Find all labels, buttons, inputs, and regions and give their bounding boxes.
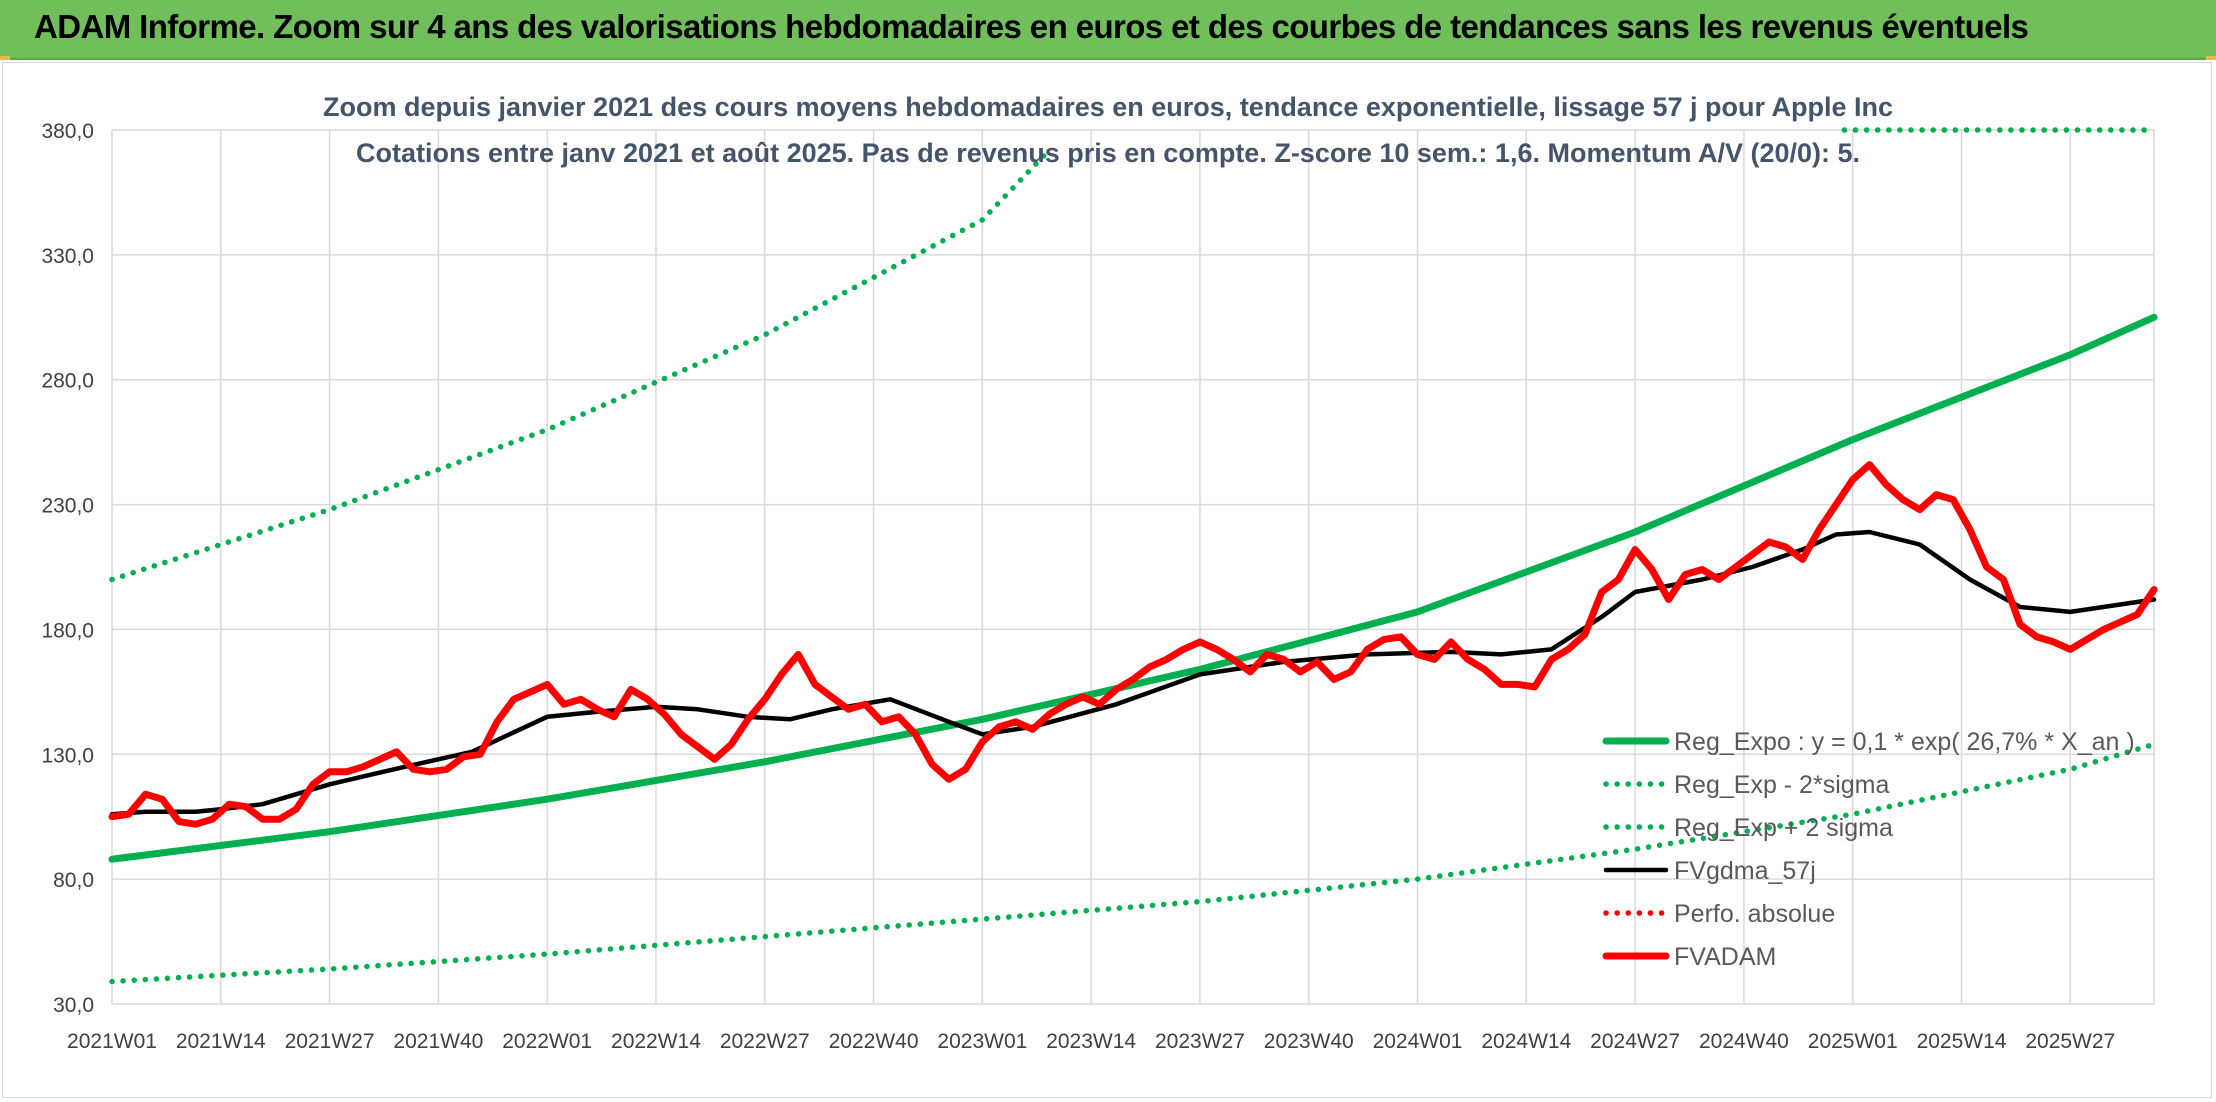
chart-series	[108, 127, 2158, 985]
x-tick-label: 2021W14	[176, 1030, 266, 1053]
y-tick-label: 380,0	[41, 120, 94, 143]
legend-entry-label: Perfo. absolue	[1674, 900, 1835, 928]
y-tick-label: 80,0	[53, 869, 94, 892]
x-tick-label: 2021W40	[393, 1030, 483, 1053]
legend-entry-label: Reg_Expo : y = 0,1 * exp( 26,7% * X_an )	[1674, 728, 2135, 756]
series-line-fvadam	[108, 461, 2158, 828]
x-tick-label: 2022W01	[502, 1030, 592, 1053]
chart-legend: Reg_Expo : y = 0,1 * exp( 26,7% * X_an )…	[1602, 728, 2135, 971]
x-tick-label: 2022W40	[829, 1030, 919, 1053]
x-tick-label: 2023W27	[1155, 1030, 1245, 1053]
x-tick-label: 2022W14	[611, 1030, 701, 1053]
y-tick-label: 130,0	[41, 744, 94, 767]
y-tick-label: 230,0	[41, 495, 94, 518]
y-tick-label: 330,0	[41, 245, 94, 268]
x-tick-label: 2023W01	[937, 1030, 1027, 1053]
chart-gridlines	[111, 129, 2155, 1005]
x-tick-label: 2025W14	[1917, 1030, 2007, 1053]
chart-title: Zoom depuis janvier 2021 des cours moyen…	[323, 92, 1893, 122]
y-axis-labels: 30,0 80,0 130,0 180,0 230,0 280,0 330,0 380,0	[41, 120, 94, 1017]
chart-subtitle: Cotations entre janv 2021 et août 2025. …	[356, 138, 1860, 168]
banner-corner-accent-left	[0, 56, 10, 60]
series-line-fvgdma-57j	[109, 529, 2157, 817]
legend-entry-label: Reg_Exp - 2*sigma	[1674, 771, 1889, 799]
x-tick-label: 2021W01	[67, 1030, 157, 1053]
series-line-reg-exp-2-sigma	[109, 147, 1053, 583]
x-axis-labels: 2021W01 2021W14 2021W27 2021W40 2022W01 2022W…	[67, 1030, 2115, 1053]
legend-entry-label: FVgdma_57j	[1674, 857, 1816, 885]
legend-entry-label: FVADAM	[1674, 943, 1776, 971]
x-tick-label: 2021W27	[285, 1030, 375, 1053]
x-tick-label: 2023W40	[1264, 1030, 1354, 1053]
x-tick-label: 2024W14	[1481, 1030, 1571, 1053]
chart-frame	[2, 62, 2212, 1098]
legend-entry-label: Reg_Exp + 2 sigma	[1674, 814, 1893, 842]
x-tick-label: 2025W01	[1808, 1030, 1898, 1053]
y-tick-label: 280,0	[41, 370, 94, 393]
x-tick-label: 2022W27	[720, 1030, 810, 1053]
y-tick-label: 180,0	[41, 619, 94, 642]
x-tick-label: 2024W01	[1373, 1030, 1463, 1053]
y-tick-label: 30,0	[53, 994, 94, 1017]
report-banner: ADAM Informe. Zoom sur 4 ans des valoris…	[0, 0, 2216, 60]
report-banner-title: ADAM Informe. Zoom sur 4 ans des valoris…	[34, 8, 2029, 45]
x-tick-label: 2023W14	[1046, 1030, 1136, 1053]
x-tick-label: 2024W40	[1699, 1030, 1789, 1053]
x-tick-label: 2025W27	[2025, 1030, 2115, 1053]
x-tick-label: 2024W27	[1590, 1030, 1680, 1053]
banner-corner-accent-right	[2206, 56, 2216, 60]
series-line-reg-expo-y-0-1-exp-26-7-x-an	[108, 313, 2158, 863]
